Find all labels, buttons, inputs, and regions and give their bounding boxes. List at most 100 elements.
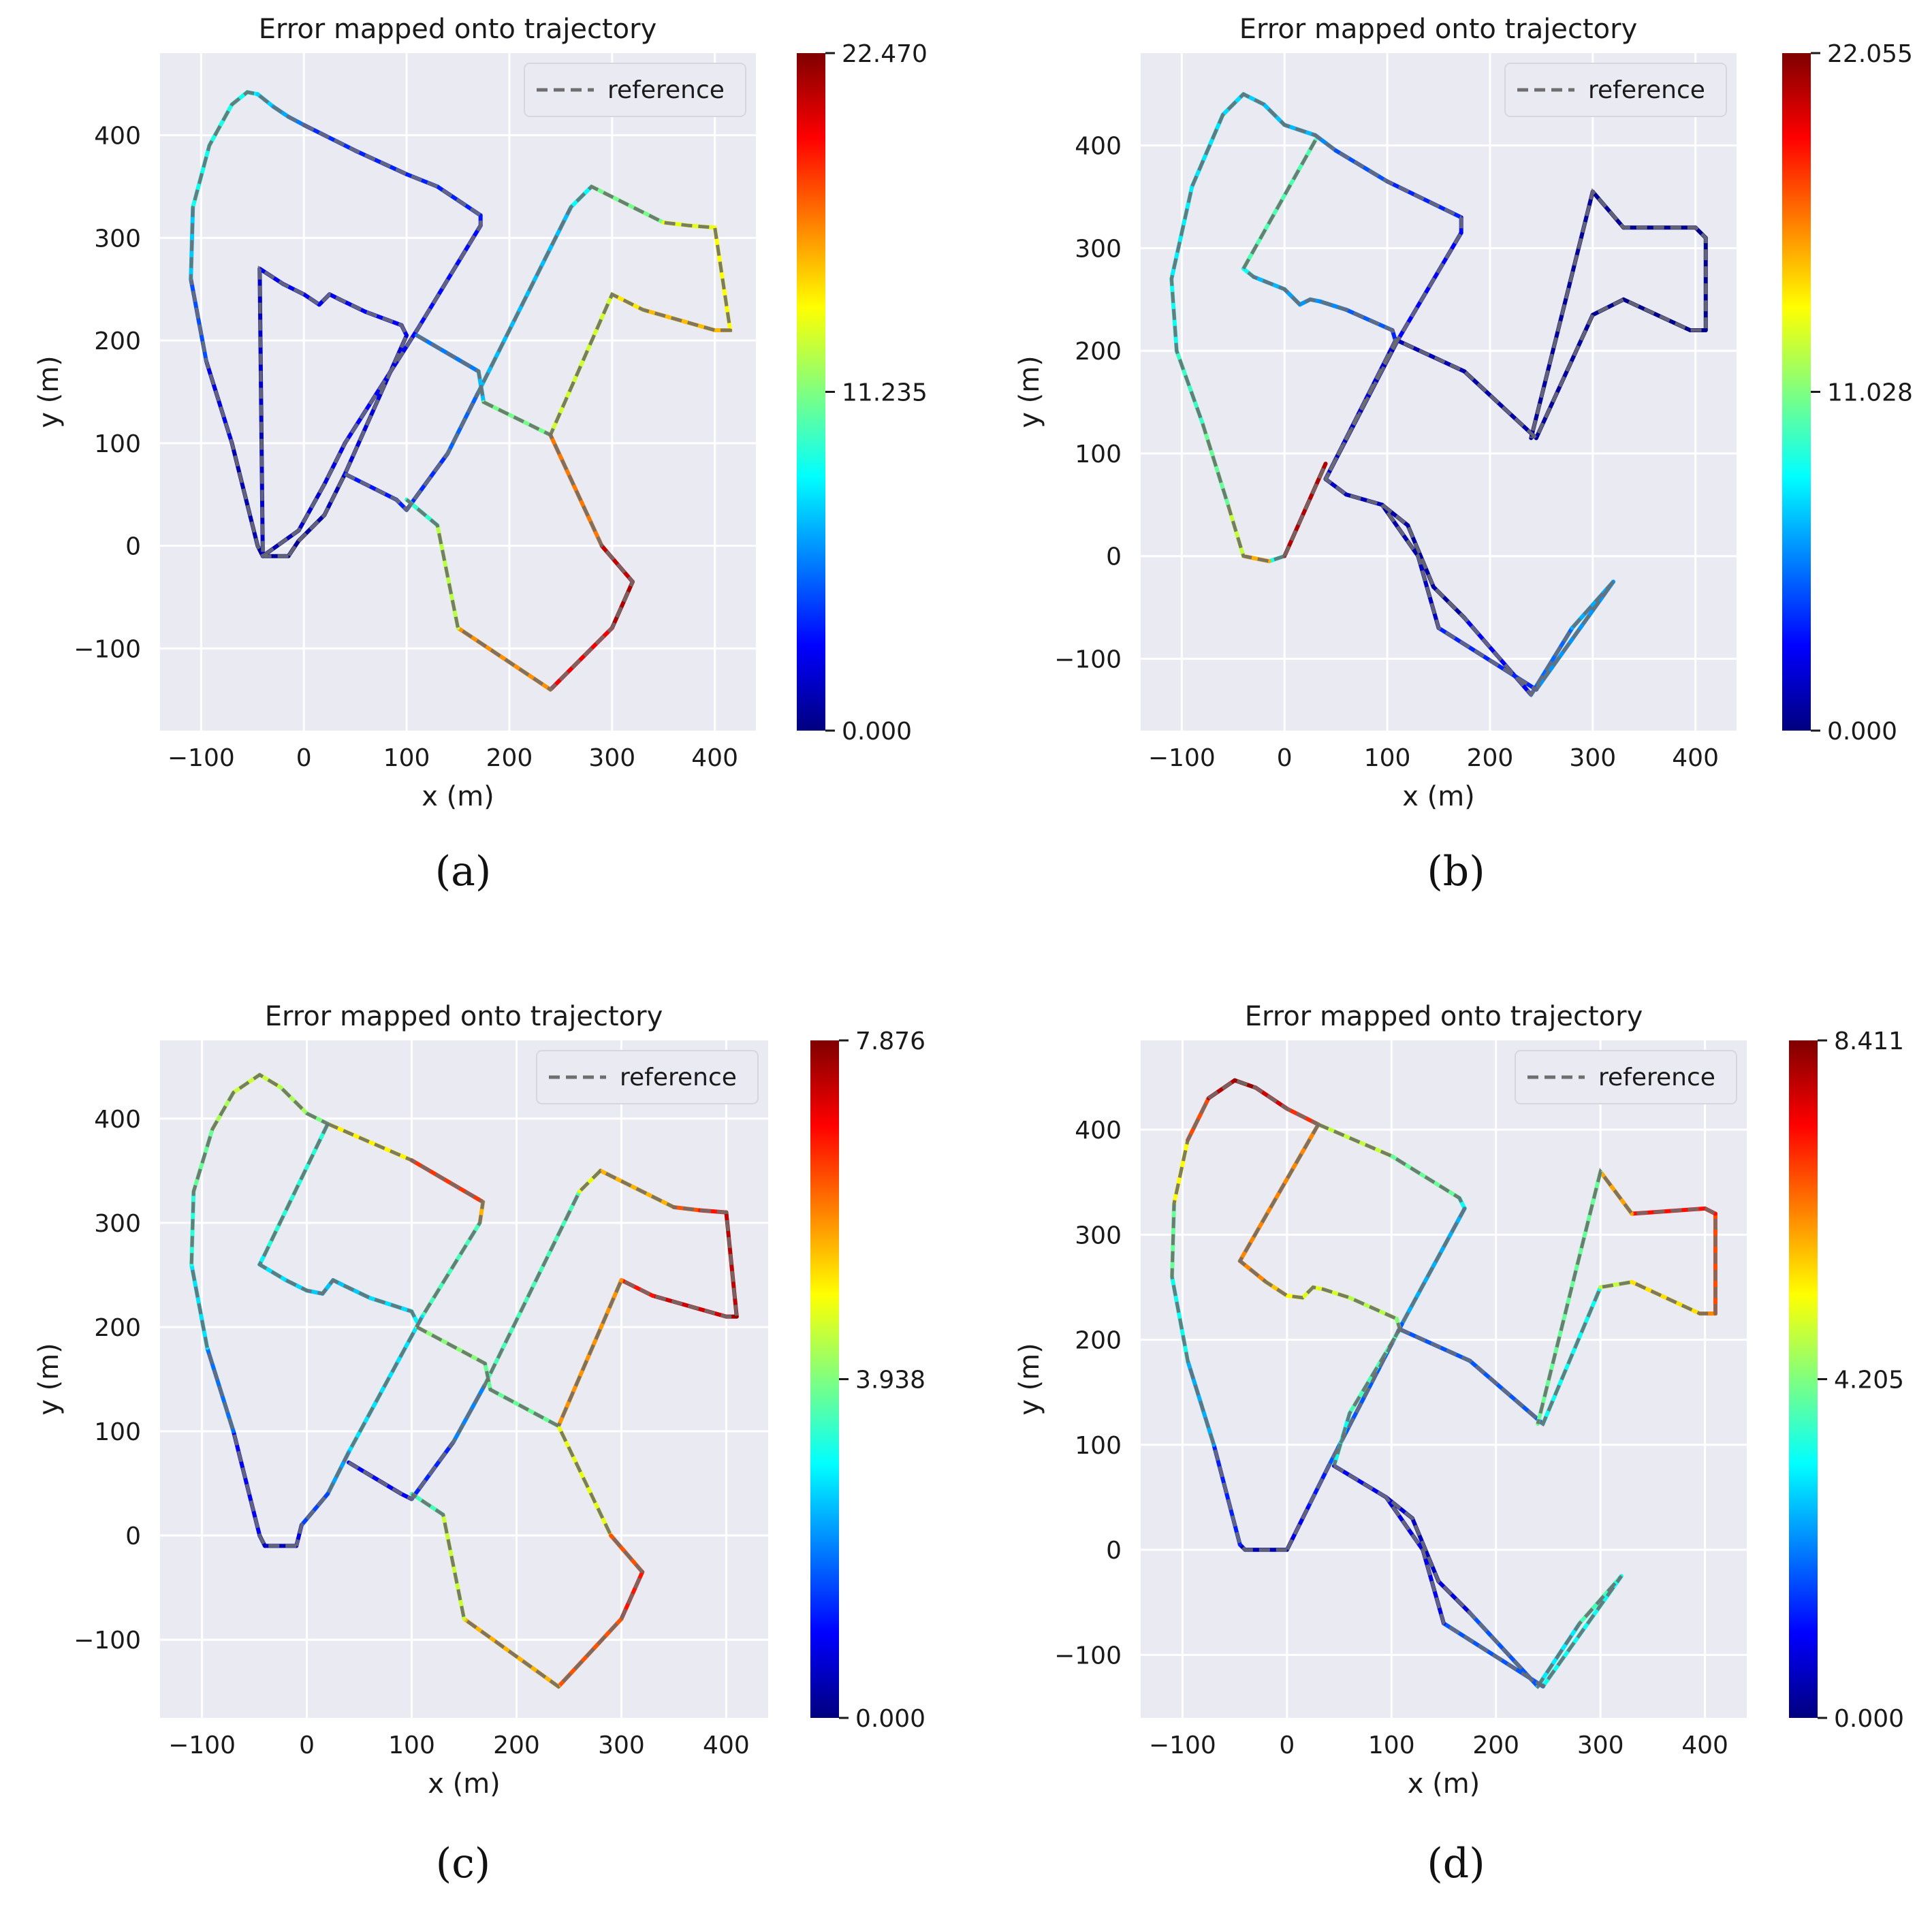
x-tick-label: 400	[1672, 744, 1719, 772]
subplot-d: −100 0 100 200 300 400 −100 0 100 200 300 400 Error …	[1014, 1001, 1904, 1887]
subfigure-label: (b)	[1427, 848, 1485, 895]
trajectory-group	[189, 90, 733, 692]
y-tick-label: 400	[94, 1106, 141, 1134]
legend-box	[524, 63, 746, 117]
reference-line	[1399, 1168, 1717, 1427]
y-axis-label: y (m)	[33, 1343, 65, 1416]
colorbar-tick-label: 11.028	[1827, 379, 1913, 407]
x-tick-label: 300	[1577, 1732, 1624, 1759]
y-tick-label: 200	[94, 328, 141, 355]
x-tick-label: 200	[1467, 744, 1514, 772]
reference-line	[1169, 92, 1462, 563]
legend-box	[1504, 63, 1727, 117]
x-tick-label: 200	[493, 1732, 540, 1759]
reference-line	[1170, 1078, 1320, 1552]
x-tick-label: −100	[1149, 1732, 1216, 1759]
trajectory-segment	[1590, 189, 1626, 230]
x-tick-label: 0	[296, 744, 312, 772]
reference-line	[294, 1122, 485, 1547]
reference-line	[257, 123, 483, 560]
colorbar-tick-label: 0.000	[855, 1705, 925, 1733]
y-tick-label: −100	[1054, 645, 1122, 673]
x-tick-label: 400	[703, 1732, 750, 1759]
legend: reference	[524, 63, 746, 117]
x-tick-label: −100	[1148, 744, 1216, 772]
y-axis-label: y (m)	[1014, 355, 1045, 428]
reference-line	[189, 90, 305, 558]
colorbar-tick-label: 0.000	[1834, 1705, 1904, 1733]
subfigure-label: (d)	[1427, 1840, 1485, 1887]
x-tick-label: 0	[1279, 1732, 1295, 1759]
x-tick-label: 400	[1681, 1732, 1728, 1759]
x-tick-label: 300	[588, 744, 635, 772]
colorbar: 7.876 3.938 0.000	[810, 1027, 925, 1733]
colorbar-tick-label: 11.235	[842, 379, 928, 407]
x-axis-label: x (m)	[422, 781, 494, 812]
reference-line	[411, 1325, 645, 1689]
reference-line	[257, 1123, 419, 1323]
x-tick-label: −100	[168, 744, 235, 772]
trajectory-group	[1170, 1078, 1717, 1689]
plot-area	[1141, 53, 1737, 731]
subplot-b: −100 0 100 200 300 400 −100 0 100 200 300 400 Error …	[1014, 14, 1913, 895]
y-tick-label: 0	[1106, 1537, 1122, 1565]
colorbar-gradient	[1789, 1040, 1818, 1718]
reference-line	[347, 1168, 739, 1501]
legend-label: reference	[607, 76, 725, 104]
colorbar-tick-label: 0.000	[842, 718, 912, 746]
y-tick-label: 0	[125, 533, 141, 561]
y-tick-label: 300	[94, 225, 141, 253]
subfigure-label: (a)	[435, 848, 492, 895]
y-tick-label: 300	[94, 1210, 141, 1238]
legend: reference	[1515, 1050, 1737, 1104]
x-tick-label: 100	[1364, 744, 1411, 772]
legend-label: reference	[620, 1064, 737, 1091]
x-tick-label: 0	[299, 1732, 315, 1759]
colorbar-tick-label: 7.876	[855, 1027, 925, 1055]
plot-area	[1141, 1040, 1747, 1718]
y-axis-label: y (m)	[1014, 1343, 1045, 1416]
x-axis-label: x (m)	[1408, 1768, 1480, 1800]
y-tick-label: 400	[1075, 133, 1122, 161]
trajectory-segment	[609, 579, 635, 631]
y-tick-label: 100	[94, 430, 141, 458]
trajectory-group	[1169, 92, 1708, 698]
x-tick-label: 0	[1277, 744, 1293, 772]
legend-label: reference	[1598, 1064, 1715, 1091]
colorbar: 8.411 4.205 0.000	[1789, 1027, 1904, 1733]
plot-title: Error mapped onto trajectory	[265, 1001, 663, 1032]
x-tick-label: 300	[598, 1732, 645, 1759]
y-tick-label: 100	[94, 1418, 141, 1446]
plot-title: Error mapped onto trajectory	[259, 14, 657, 45]
reference-line	[1237, 1123, 1402, 1467]
trajectory-segment	[1282, 462, 1328, 558]
x-tick-label: 200	[1472, 1732, 1519, 1759]
trajectory-segment	[1436, 1579, 1472, 1615]
y-tick-label: 400	[94, 123, 141, 150]
reference-line	[405, 334, 635, 692]
colorbar-tick-label: 0.000	[1827, 718, 1897, 746]
y-tick-label: 0	[125, 1522, 141, 1550]
reference-line	[1324, 188, 1708, 480]
x-axis-label: x (m)	[1402, 781, 1475, 812]
reference-line	[189, 1072, 329, 1548]
legend: reference	[536, 1050, 759, 1104]
y-tick-label: −100	[74, 635, 141, 663]
x-tick-label: 400	[691, 744, 738, 772]
subplot-c: −100 0 100 200 300 400 −100 0 100 200 300 400 Error …	[33, 1001, 925, 1887]
colorbar-tick-label: 8.411	[1834, 1027, 1904, 1055]
colorbar-tick-label: 3.938	[855, 1367, 925, 1394]
x-tick-label: 100	[1368, 1732, 1415, 1759]
trajectory-group	[189, 1072, 739, 1689]
y-tick-label: −100	[1054, 1642, 1122, 1670]
colorbar-tick-label: 22.470	[842, 40, 928, 68]
colorbar: 22.055 11.028 0.000	[1782, 40, 1913, 746]
x-tick-label: 200	[486, 744, 533, 772]
x-tick-label: −100	[168, 1732, 236, 1759]
plot-area	[160, 1040, 768, 1718]
legend-box	[536, 1050, 759, 1104]
reference-line	[1285, 1123, 1467, 1551]
colorbar-gradient	[1782, 53, 1811, 731]
y-tick-label: 300	[1075, 1222, 1122, 1249]
subplot-a: −100 0 100 200 300 400 −100 0 100 200 300 400 Error …	[33, 14, 928, 895]
